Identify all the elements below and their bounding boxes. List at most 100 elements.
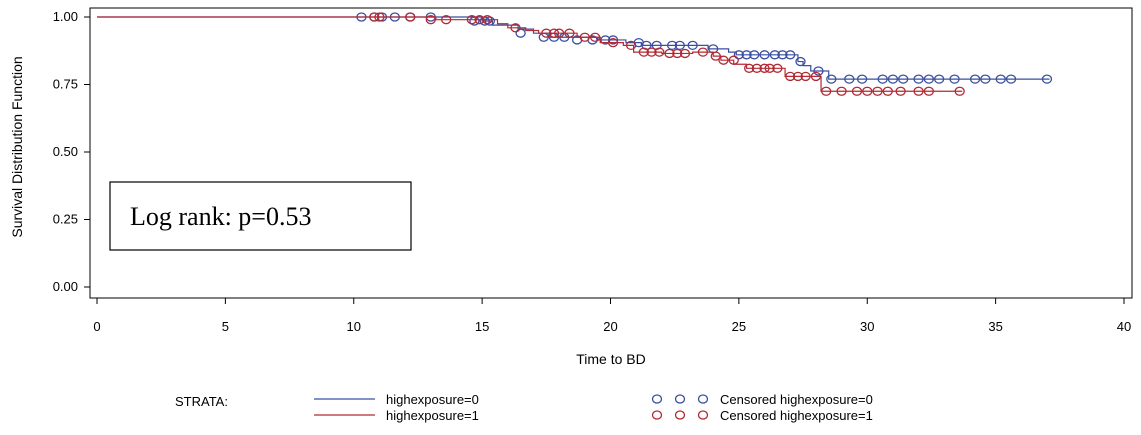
- survival-step-line: [97, 16, 1050, 80]
- censor-mark: [836, 86, 847, 96]
- censor-mark: [1041, 74, 1053, 84]
- censor-mark: [625, 40, 637, 50]
- censor-mark: [664, 48, 675, 59]
- censor-mark: [510, 23, 521, 33]
- censor-mark: [785, 50, 796, 60]
- censor-mark: [548, 28, 560, 38]
- x-tick-label: 0: [93, 319, 100, 334]
- censor-mark: [882, 86, 893, 96]
- censor-mark: [733, 50, 745, 60]
- censor-mark: [607, 38, 619, 48]
- y-tick-label: 0.75: [53, 77, 78, 92]
- censor-mark: [607, 35, 619, 45]
- x-tick-label: 10: [347, 319, 361, 334]
- censor-mark: [877, 74, 888, 84]
- y-axis-label: Survival Distribution Function: [9, 56, 25, 237]
- censor-mark: [469, 16, 480, 26]
- y-tick-label: 0.25: [53, 212, 78, 227]
- x-tick-label: 25: [732, 319, 746, 334]
- censor-mark: [969, 74, 981, 84]
- censor-mark: [589, 32, 601, 42]
- censor-mark: [826, 74, 837, 84]
- censor-mark: [923, 86, 935, 96]
- legend-title: STRATA:: [175, 394, 228, 409]
- legend-censor-symbol: [697, 394, 709, 404]
- legend-censored-label-0: Censored highexposure=0: [720, 392, 873, 407]
- survival-step-line: [97, 16, 963, 92]
- censor-mark: [764, 63, 775, 73]
- censor-mark: [638, 47, 650, 57]
- censor-mark: [474, 15, 485, 25]
- x-tick-label: 15: [475, 319, 489, 334]
- censor-mark: [777, 50, 788, 60]
- y-tick-label: 1.00: [53, 9, 78, 24]
- censor-mark: [810, 71, 822, 82]
- censor-mark: [923, 74, 935, 84]
- censor-mark: [515, 28, 526, 38]
- censor-mark: [949, 74, 960, 84]
- censor-mark: [466, 15, 478, 25]
- x-axis-label: Time to BD: [576, 351, 646, 367]
- censor-mark: [1005, 74, 1017, 84]
- censor-mark: [887, 74, 899, 84]
- series-group: [97, 12, 1053, 96]
- legend-censor-symbol: [674, 394, 686, 404]
- censor-mark: [441, 15, 452, 25]
- y-tick-label: 0.50: [53, 144, 78, 159]
- annotation-box: Log rank: p=0.53: [109, 181, 412, 251]
- censor-mark: [728, 55, 739, 65]
- censor-mark: [954, 86, 965, 96]
- censor-mark: [913, 74, 924, 84]
- censor-mark: [666, 40, 678, 50]
- legend: STRATA: highexposure=0 Censored highexpos…: [175, 392, 873, 423]
- censor-mark: [856, 74, 868, 84]
- censor-mark: [751, 63, 762, 73]
- censor-mark: [759, 63, 770, 73]
- censor-mark: [813, 66, 824, 76]
- plot-frame: [89, 7, 1133, 299]
- censor-mark: [718, 55, 729, 65]
- censor-mark: [541, 28, 552, 38]
- x-tick-label: 5: [222, 319, 229, 334]
- censor-mark: [710, 51, 721, 61]
- censor-mark: [672, 48, 683, 59]
- censor-mark: [895, 86, 906, 96]
- censor-mark: [913, 86, 924, 96]
- censor-mark: [425, 15, 436, 25]
- censor-mark: [772, 63, 783, 73]
- legend-censor-symbol: [697, 410, 709, 420]
- legend-censor-symbol: [674, 410, 686, 420]
- censor-mark: [687, 40, 698, 50]
- legend-censored-label-1: Censored highexposure=1: [720, 408, 873, 423]
- legend-censor-symbol: [651, 410, 663, 420]
- censor-mark: [651, 40, 662, 50]
- legend-label-1: highexposure=1: [386, 408, 479, 423]
- x-tick-label: 20: [603, 319, 617, 334]
- censor-mark: [697, 47, 709, 57]
- censor-mark: [579, 32, 590, 42]
- censor-mark: [795, 56, 806, 67]
- censor-mark: [980, 74, 991, 84]
- censor-mark: [995, 74, 1006, 84]
- y-axis: 0.00 0.25 0.50 0.75 1.00: [53, 9, 90, 294]
- censor-mark: [872, 86, 883, 96]
- censor-mark: [554, 28, 565, 38]
- censor-mark: [933, 74, 945, 84]
- censor-mark: [743, 63, 755, 73]
- series-0: [97, 12, 1053, 84]
- censor-mark: [405, 12, 416, 22]
- censor-mark: [482, 15, 493, 25]
- censor-mark: [759, 50, 770, 60]
- censor-mark: [479, 16, 490, 26]
- censor-mark: [374, 12, 385, 22]
- censor-mark: [844, 74, 855, 84]
- annotation-text: Log rank: p=0.53: [130, 202, 311, 231]
- censor-mark: [674, 40, 685, 50]
- censor-mark: [679, 48, 691, 59]
- censor-mark: [851, 86, 863, 96]
- censor-mark: [898, 74, 909, 84]
- censor-mark: [564, 28, 575, 38]
- censor-mark: [646, 47, 657, 57]
- x-tick-label: 40: [1117, 319, 1131, 334]
- legend-label-0: highexposure=0: [386, 392, 479, 407]
